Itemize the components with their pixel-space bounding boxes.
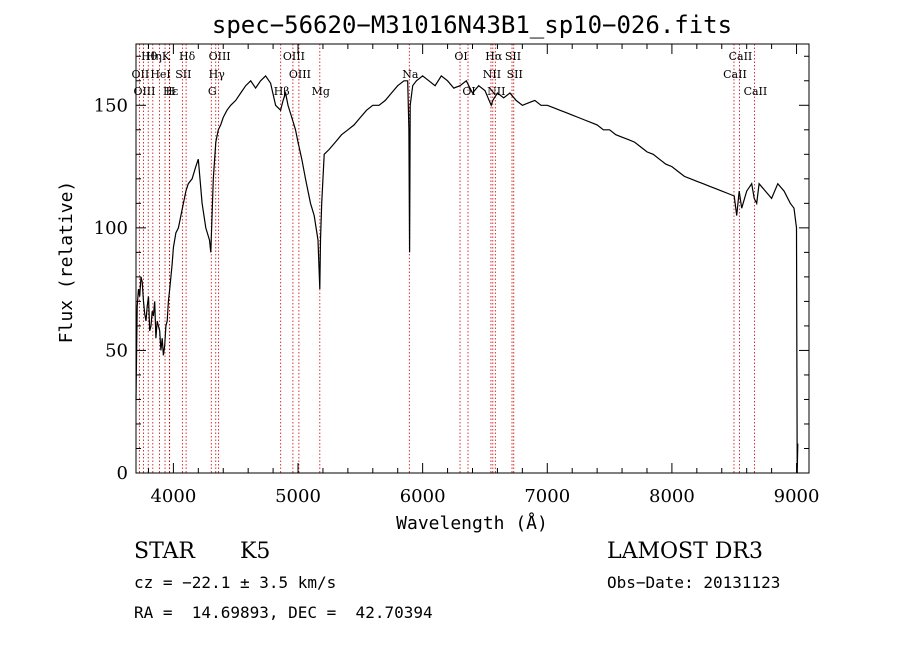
line-label-12: G: [208, 85, 217, 98]
y-tick-label: 100: [94, 218, 128, 239]
line-label-27: CaII: [744, 85, 768, 98]
line-label-23: SII: [505, 50, 521, 63]
survey-name: LAMOST DR3: [607, 539, 763, 564]
line-label-14: OIII: [283, 50, 305, 63]
object-class: STAR: [134, 539, 195, 564]
x-tick-label: 9000: [774, 486, 820, 507]
line-label-11: Hγ: [209, 68, 226, 81]
x-axis-label: Wavelength (Å): [396, 512, 548, 534]
redshift-velocity: cz = −22.1 ± 3.5 km/s: [134, 573, 337, 592]
line-label-26: CaII: [729, 50, 753, 63]
y-axis-label: Flux (relative): [56, 181, 77, 344]
line-label-9: Hδ: [179, 50, 196, 63]
line-label-17: Na: [402, 68, 419, 81]
line-label-8: SII: [175, 68, 191, 81]
plot-frame: [135, 43, 810, 474]
line-label-16: Mg: [312, 85, 330, 98]
x-tick-label: 8000: [649, 486, 695, 507]
x-tick-label: 5000: [275, 486, 321, 507]
x-tick-label: 7000: [524, 486, 570, 507]
line-label-21: NII: [483, 68, 501, 81]
line-label-1: OII: [132, 68, 150, 81]
chart-title: spec−56620−M31016N43B1_sp10−026.fits: [212, 11, 732, 39]
line-label-19: OI: [462, 85, 475, 98]
x-tick-label: 4000: [150, 486, 196, 507]
y-tick-label: 0: [117, 463, 128, 484]
observation-date: Obs−Date: 20131123: [607, 573, 781, 592]
spectral-line-markers: [138, 44, 755, 473]
line-label-25: CaII: [723, 68, 747, 81]
line-label-6: K: [162, 50, 171, 63]
line-label-0: Hθ: [141, 50, 158, 63]
line-label-13: Hβ: [274, 85, 290, 98]
y-axis-ticks: 0 50 100 150: [94, 55, 809, 484]
sky-coordinates: RA = 14.69893, DEC = 42.70394: [134, 603, 433, 622]
line-label-3: Hη: [146, 50, 162, 63]
line-label-2: OIII: [133, 85, 155, 98]
line-label-22: NII: [487, 85, 505, 98]
line-label-5: Hε: [163, 85, 179, 98]
line-label-20: Hα: [485, 50, 503, 63]
x-axis-ticks: 4000 5000 6000 7000 8000 9000: [147, 44, 820, 507]
line-label-18: OI: [454, 50, 467, 63]
y-tick-label: 150: [94, 95, 128, 116]
line-label-10: OIII: [209, 50, 231, 63]
flux-series-line: [135, 74, 799, 474]
object-subclass: K5: [240, 539, 271, 564]
x-tick-label: 6000: [400, 486, 446, 507]
line-label-7: H: [166, 85, 176, 98]
y-tick-label: 50: [105, 340, 128, 361]
line-label-24: SII: [507, 68, 523, 81]
line-label-4: HeI: [150, 68, 170, 81]
line-label-15: OIII: [289, 68, 311, 81]
spectral-line-labels: Hθ OII OIII Hη HeI Hε K H SII Hδ OIII Hγ G Hβ OIII OIII…: [132, 50, 768, 98]
